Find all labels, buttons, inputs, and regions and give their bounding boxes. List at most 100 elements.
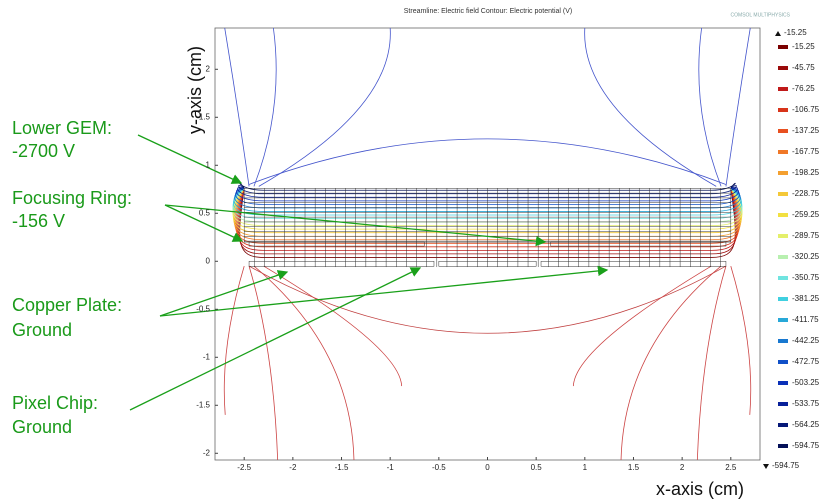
- colorbar-swatch: [778, 213, 788, 217]
- streamline: [253, 27, 277, 187]
- colorbar-swatch: [778, 150, 788, 154]
- arrow: [159, 265, 609, 317]
- x-tick-label: -2.5: [237, 463, 251, 472]
- colorbar-swatch: [778, 444, 788, 448]
- streamline: [258, 27, 391, 187]
- y-tick-label: 1: [206, 160, 211, 169]
- chip: [438, 261, 537, 267]
- arrow: [159, 270, 289, 317]
- x-tick-label: 0.5: [531, 463, 543, 472]
- streamline: [263, 265, 403, 387]
- streamline: [696, 265, 727, 461]
- annotation: Focusing Ring:: [12, 188, 132, 208]
- annotation: Copper Plate:: [12, 295, 122, 315]
- streamline: [725, 27, 751, 187]
- streamline: [620, 265, 722, 461]
- colorbar-label: -106.75: [792, 105, 820, 114]
- colorbar-label: -45.75: [792, 63, 815, 72]
- x-tick-label: 2.5: [725, 463, 737, 472]
- max-marker: [775, 31, 781, 36]
- streamline: [224, 27, 250, 187]
- colorbar-swatch: [778, 171, 788, 175]
- logo: COMSOL MULTIPHYSICS: [731, 12, 791, 18]
- colorbar-swatch: [778, 255, 788, 259]
- x-axis-label: x-axis (cm): [656, 479, 744, 499]
- arrow: [137, 134, 243, 184]
- x-tick-label: 1.5: [628, 463, 640, 472]
- streamline: [248, 138, 727, 185]
- colorbar-label: -15.25: [792, 42, 815, 51]
- colorbar-swatch: [778, 66, 788, 70]
- streamline: [730, 265, 752, 415]
- y-tick-label: -1.5: [196, 400, 210, 409]
- colorbar-label: -289.75: [792, 231, 820, 240]
- colorbar-swatch: [778, 339, 788, 343]
- plate: [248, 261, 435, 267]
- colorbar-label: -198.25: [792, 168, 820, 177]
- colorbar-label: -442.25: [792, 336, 820, 345]
- y-tick-label: 2: [206, 64, 211, 73]
- y-tick-label: 0: [206, 256, 211, 265]
- colorbar-swatch: [778, 108, 788, 112]
- colorbar-swatch: [778, 402, 788, 406]
- plate: [540, 261, 727, 267]
- colorbar-label: -228.75: [792, 189, 820, 198]
- colorbar-label: -594.75: [792, 441, 820, 450]
- arrow: [129, 267, 422, 411]
- colorbar-label: -76.25: [792, 84, 815, 93]
- colorbar-label: -167.75: [792, 147, 820, 156]
- colorbar-swatch: [778, 234, 788, 238]
- colorbar-swatch: [778, 192, 788, 196]
- colorbar-swatch: [778, 423, 788, 427]
- colorbar-swatch: [778, 318, 788, 322]
- streamline: [253, 265, 355, 461]
- colorbar-min: -594.75: [772, 461, 800, 470]
- colorbar-swatch: [778, 360, 788, 364]
- colorbar-label: -503.25: [792, 378, 820, 387]
- annotation: -156 V: [12, 211, 65, 231]
- x-tick-label: -2: [289, 463, 297, 472]
- colorbar-swatch: [778, 87, 788, 91]
- colorbar-swatch: [778, 276, 788, 280]
- colorbar-label: -320.25: [792, 252, 820, 261]
- arrow: [164, 204, 244, 242]
- annotation: Ground: [12, 320, 72, 340]
- x-tick-label: 2: [680, 463, 685, 472]
- y-tick-label: 1.5: [199, 112, 211, 121]
- x-tick-label: -1: [387, 463, 395, 472]
- streamline: [584, 27, 717, 187]
- annotation: Lower GEM:: [12, 118, 112, 138]
- geometry: [243, 188, 732, 268]
- y-tick-label: -1: [203, 352, 211, 361]
- annotation: Pixel Chip:: [12, 393, 98, 413]
- chart-title: Streamline: Electric field Contour: Elec…: [404, 8, 572, 15]
- colorbar-label: -381.25: [792, 294, 820, 303]
- colorbar-label: -472.75: [792, 357, 820, 366]
- arrow: [164, 204, 547, 247]
- y-axis-label: y-axis (cm): [185, 46, 205, 134]
- x-tick-label: -1.5: [335, 463, 349, 472]
- colorbar-label: -259.25: [792, 210, 820, 219]
- annotation: Ground: [12, 417, 72, 437]
- min-marker: [763, 464, 769, 469]
- colorbar-label: -411.75: [792, 315, 819, 324]
- streamline: [572, 265, 712, 387]
- ring: [248, 241, 425, 247]
- colorbar-max: -15.25: [784, 28, 807, 37]
- streamline: [248, 265, 279, 461]
- streamline: [698, 27, 722, 187]
- plot-area: [223, 27, 752, 461]
- ring: [550, 241, 727, 247]
- x-tick-label: 1: [583, 463, 588, 472]
- y-tick-label: -0.5: [196, 304, 210, 313]
- colorbar-label: -564.25: [792, 420, 820, 429]
- y-tick-label: -2: [203, 448, 211, 457]
- colorbar-swatch: [778, 45, 788, 49]
- colorbar-swatch: [778, 297, 788, 301]
- annotation: -2700 V: [12, 141, 75, 161]
- y-tick-label: 0.5: [199, 208, 211, 217]
- streamline: [223, 265, 245, 415]
- colorbar-label: -533.75: [792, 399, 820, 408]
- colorbar-label: -137.25: [792, 126, 820, 135]
